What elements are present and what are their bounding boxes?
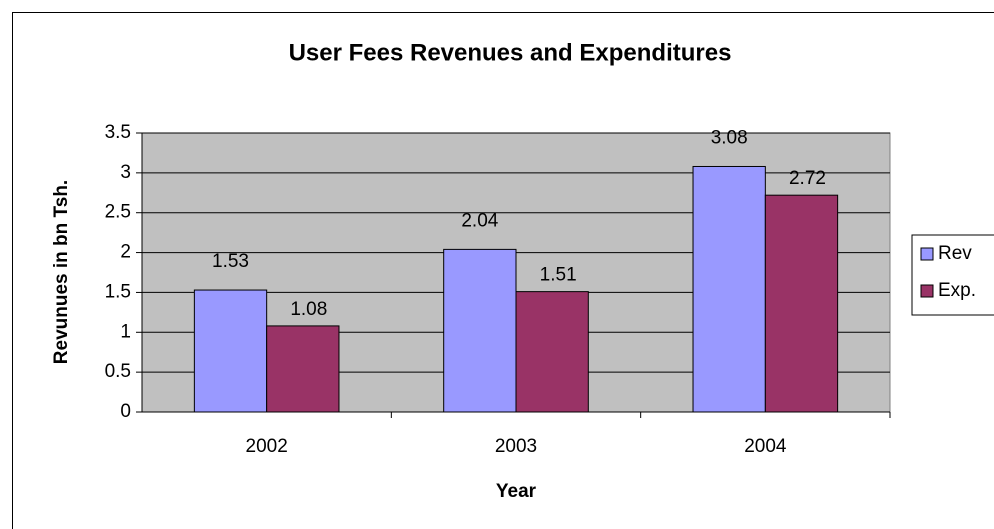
data-label: 2.04 xyxy=(461,210,498,231)
y-tick-label: 2.5 xyxy=(105,202,131,223)
y-tick-label: 0 xyxy=(120,401,131,422)
x-axis-title: Year xyxy=(496,481,537,502)
data-label: 1.53 xyxy=(212,251,249,272)
x-tick-label: 2003 xyxy=(495,436,537,457)
x-tick-label: 2004 xyxy=(744,436,787,457)
bar xyxy=(692,165,766,413)
y-tick-label: 1.5 xyxy=(105,281,131,302)
bar xyxy=(193,289,268,413)
legend-label: Exp. xyxy=(938,280,976,301)
bar xyxy=(443,248,517,413)
data-label: 3.08 xyxy=(711,127,748,148)
data-label: 1.51 xyxy=(540,265,577,286)
y-tick-label: 0.5 xyxy=(105,361,131,382)
y-tick-label: 1 xyxy=(120,321,131,342)
legend-label: Rev xyxy=(938,243,972,264)
y-tick-label: 3.5 xyxy=(105,122,131,143)
y-tick-label: 3 xyxy=(120,162,131,183)
bar xyxy=(515,291,589,413)
x-tick-label: 2002 xyxy=(246,436,288,457)
y-tick-label: 2 xyxy=(120,242,131,263)
bar xyxy=(764,194,839,413)
data-label: 1.08 xyxy=(290,299,327,320)
bar xyxy=(266,325,340,413)
legend-swatch xyxy=(920,284,934,298)
y-axis-title: Revunues in bn Tsh. xyxy=(51,180,72,364)
chart-title: User Fees Revenues and Expenditures xyxy=(289,39,732,66)
legend-swatch xyxy=(920,247,934,261)
data-label: 2.72 xyxy=(789,168,826,189)
